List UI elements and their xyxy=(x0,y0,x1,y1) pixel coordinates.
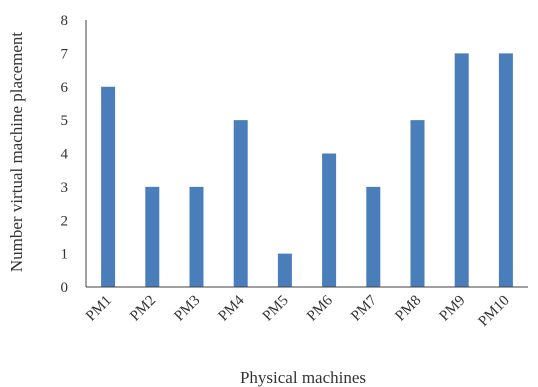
y-tick-label: 0 xyxy=(61,280,69,296)
y-tick-label: 1 xyxy=(61,247,69,263)
bar-pm8 xyxy=(410,120,425,287)
x-tick-label: PM9 xyxy=(437,293,469,325)
bar-pm4 xyxy=(233,120,248,287)
x-axis-title: Physical machines xyxy=(240,368,366,387)
x-axis-ticks: PM1 PM2 PM3 PM4 PM5 PM6 PM7 PM8 PM9 PM10 xyxy=(83,292,513,330)
x-tick-label: PM6 xyxy=(304,292,336,324)
x-tick-label: PM10 xyxy=(475,293,512,330)
y-tick-label: 2 xyxy=(61,213,69,229)
x-tick-label: PM3 xyxy=(171,293,203,325)
bar-pm3 xyxy=(189,186,204,287)
x-tick-label: PM7 xyxy=(348,292,380,324)
y-tick-label: 4 xyxy=(61,147,69,163)
x-tick-label: PM2 xyxy=(127,293,159,325)
bar-pm1 xyxy=(101,86,116,287)
bar-pm2 xyxy=(145,186,160,287)
y-tick-label: 5 xyxy=(61,113,69,129)
bar-pm10 xyxy=(498,53,513,287)
x-tick-label: PM1 xyxy=(83,293,115,325)
bars xyxy=(101,53,513,287)
y-tick-label: 6 xyxy=(61,80,69,96)
y-tick-label: 3 xyxy=(61,180,69,196)
bar-pm5 xyxy=(277,253,292,287)
x-tick-label: PM5 xyxy=(260,293,292,325)
y-tick-label: 7 xyxy=(61,46,69,62)
bar-pm6 xyxy=(322,153,337,287)
y-tick-label: 8 xyxy=(61,13,69,29)
y-axis-ticks: 0 1 2 3 4 5 6 7 8 xyxy=(61,13,69,296)
x-tick-label: PM4 xyxy=(216,292,248,324)
y-axis-title: Number virtual machine placement xyxy=(7,32,26,273)
bar-pm9 xyxy=(454,53,469,287)
bar-pm7 xyxy=(366,186,381,287)
x-tick-label: PM8 xyxy=(392,293,424,325)
